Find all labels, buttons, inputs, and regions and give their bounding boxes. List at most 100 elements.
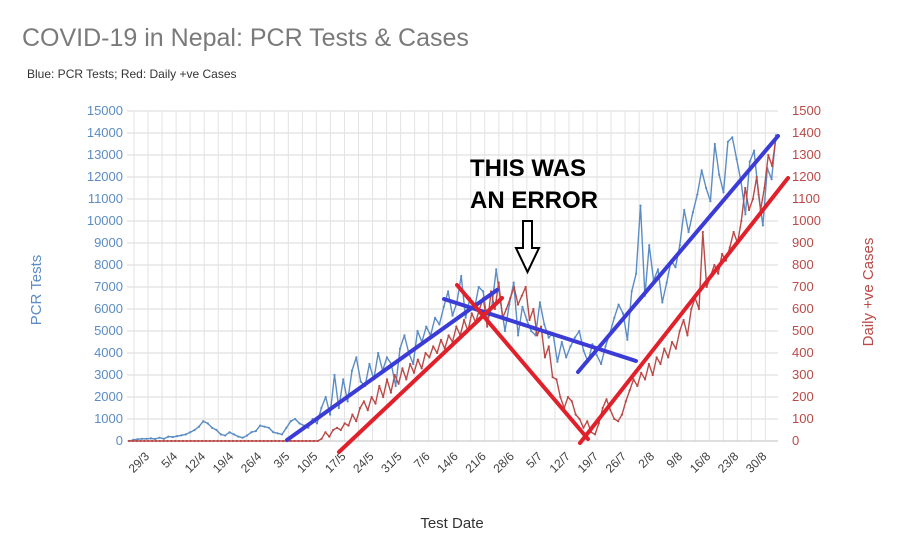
data-point <box>770 178 773 181</box>
data-point <box>495 268 498 271</box>
data-point <box>220 439 223 443</box>
data-point <box>332 428 335 432</box>
data-point <box>245 434 249 437</box>
data-point <box>189 431 192 434</box>
data-point <box>536 334 539 337</box>
data-point <box>328 413 332 416</box>
data-point <box>177 439 181 443</box>
right-tick-label: 500 <box>792 323 814 338</box>
right-tick-label: 0 <box>792 433 799 448</box>
right-tick-label: 700 <box>792 279 814 294</box>
data-point <box>280 433 284 436</box>
left-tick-label: 1000 <box>94 411 123 426</box>
left-tick-label: 12000 <box>87 169 123 184</box>
data-point <box>655 356 658 359</box>
data-point <box>202 420 205 423</box>
data-point <box>368 362 371 366</box>
data-point <box>131 439 134 443</box>
data-point <box>170 439 173 443</box>
data-point <box>301 439 304 443</box>
left-tick-label: 5000 <box>94 323 123 338</box>
data-point <box>683 208 686 212</box>
right-tick-label: 1400 <box>792 125 821 140</box>
data-point <box>324 395 327 399</box>
x-tick-label: 9/8 <box>664 449 686 471</box>
data-point <box>294 417 297 421</box>
right-tick-label: 1300 <box>792 147 821 162</box>
data-point <box>350 369 354 372</box>
data-point <box>270 439 273 443</box>
x-tick-label: 7/6 <box>411 449 433 471</box>
left-tick-label: 8000 <box>94 257 123 272</box>
data-point <box>289 420 292 423</box>
left-tick-label: 6000 <box>94 301 123 316</box>
data-point <box>243 439 246 443</box>
x-axis-label: Test Date <box>420 515 483 532</box>
data-point <box>613 316 616 319</box>
data-point <box>401 367 404 370</box>
data-point <box>686 334 689 337</box>
data-point <box>151 439 154 443</box>
data-point <box>254 439 258 443</box>
data-point <box>447 290 450 293</box>
data-point <box>409 362 412 366</box>
data-point <box>355 420 358 423</box>
data-point <box>335 426 339 429</box>
data-point <box>320 437 323 440</box>
data-point <box>661 301 664 304</box>
data-point <box>566 395 570 399</box>
data-point <box>347 424 350 427</box>
right-tick-label: 600 <box>792 301 814 316</box>
data-point <box>732 230 735 234</box>
right-tick-label: 300 <box>792 367 814 382</box>
right-tick-label: 200 <box>792 389 814 404</box>
data-point <box>763 186 766 190</box>
trend-lines <box>285 134 790 454</box>
data-point <box>709 200 712 203</box>
data-point <box>208 439 211 443</box>
data-point <box>228 439 231 443</box>
data-point <box>204 439 208 443</box>
data-point <box>678 329 681 333</box>
data-point <box>206 422 209 425</box>
right-tick-label: 400 <box>792 345 814 360</box>
data-point <box>696 193 699 196</box>
data-point <box>613 417 616 421</box>
data-point <box>753 149 756 152</box>
x-tick-label: 14/6 <box>434 449 461 476</box>
data-point <box>636 384 639 388</box>
series-line-pcr-tests <box>128 135 777 442</box>
data-point <box>525 318 528 322</box>
series-line-daily-cases <box>129 137 777 442</box>
data-point <box>605 398 608 401</box>
left-tick-label: 0 <box>116 433 123 448</box>
data-point <box>543 356 547 359</box>
data-point <box>663 347 666 350</box>
data-point <box>162 439 165 443</box>
data-point <box>215 428 218 432</box>
gridlines <box>127 110 778 442</box>
left-axis-ticks: 0 1000 2000 3000 4000 5000 6000 7000 8000 9000 100… <box>87 103 123 448</box>
y-axis-label-right: Daily +ve Cases <box>860 238 877 347</box>
left-tick-label: 13000 <box>87 147 123 162</box>
data-point <box>521 305 524 308</box>
x-tick-label: 30/8 <box>743 449 770 476</box>
data-point <box>185 439 188 443</box>
data-point <box>438 323 441 326</box>
data-point <box>704 186 708 190</box>
data-point <box>166 439 169 443</box>
data-point <box>735 158 738 161</box>
data-point <box>281 439 285 443</box>
data-point <box>656 268 660 271</box>
data-point <box>328 435 331 438</box>
x-tick-label: 24/5 <box>350 449 377 476</box>
data-point <box>297 439 300 443</box>
data-point <box>181 439 185 443</box>
data-point <box>250 431 253 434</box>
data-point <box>158 436 161 439</box>
data-point <box>315 422 319 425</box>
data-point <box>405 378 408 381</box>
data-point <box>451 314 454 317</box>
data-point <box>342 378 345 381</box>
